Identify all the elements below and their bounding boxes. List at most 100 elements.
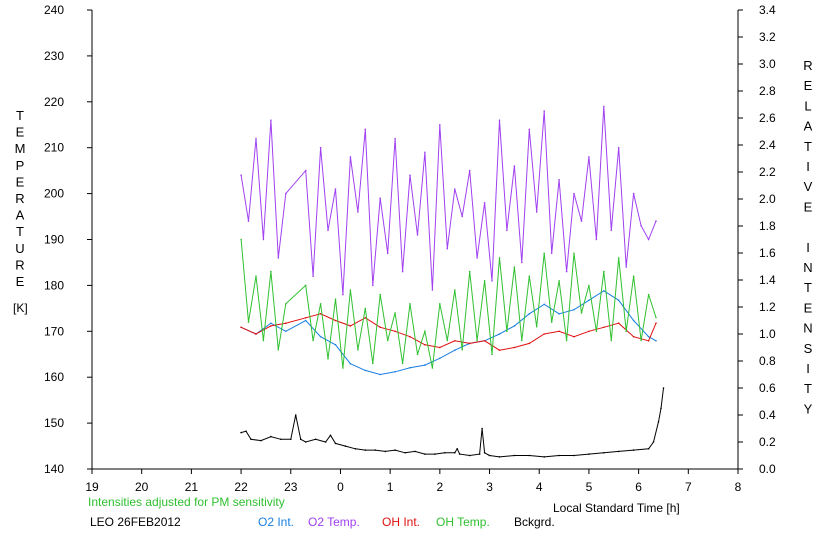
- data-point: [506, 229, 508, 232]
- data-point: [573, 192, 575, 195]
- data-point: [245, 430, 247, 433]
- data-point: [588, 330, 590, 333]
- data-point: [327, 229, 329, 232]
- data-point: [588, 453, 590, 455]
- data-point: [488, 454, 491, 457]
- data-point: [424, 344, 426, 346]
- data-point: [640, 339, 642, 342]
- right-tick-label: 2.0: [759, 192, 776, 206]
- data-point: [424, 364, 426, 366]
- data-point: [285, 322, 287, 325]
- data-point: [364, 307, 367, 310]
- legend: O2 Int. O2 Temp. OH Int. OH Temp. Bckgrd.: [258, 515, 555, 529]
- data-point: [270, 322, 272, 325]
- data-point: [543, 252, 545, 255]
- x-tick-label: 5: [586, 480, 593, 494]
- data-point: [379, 326, 382, 329]
- station-date: LEO 26FEB2012: [90, 515, 181, 529]
- data-point: [394, 312, 396, 314]
- right-tick-label: 2.6: [759, 111, 776, 125]
- right-axis-title-char: L: [804, 98, 811, 113]
- data-point: [319, 146, 322, 149]
- data-point: [431, 289, 434, 291]
- data-point: [617, 146, 620, 149]
- data-point: [640, 224, 642, 227]
- data-point: [483, 202, 486, 204]
- data-point: [632, 192, 635, 195]
- data-point: [379, 293, 382, 296]
- data-point: [461, 215, 464, 218]
- data-point: [409, 174, 411, 176]
- data-point: [446, 247, 449, 250]
- data-point: [304, 319, 307, 322]
- data-point: [424, 330, 426, 333]
- data-point: [454, 188, 456, 190]
- left-tick-label: 160: [44, 370, 64, 384]
- data-point: [468, 169, 471, 172]
- data-point: [344, 445, 347, 447]
- data-point: [625, 266, 627, 268]
- data-point: [394, 449, 396, 451]
- right-tick-label: 3.4: [759, 3, 776, 17]
- data-point: [603, 452, 605, 454]
- data-point: [491, 280, 493, 282]
- data-point: [632, 319, 635, 322]
- data-point: [349, 325, 352, 327]
- data-point: [270, 435, 272, 438]
- data-point: [498, 349, 501, 352]
- data-point: [270, 325, 272, 327]
- data-point: [240, 431, 242, 434]
- left-axis-title-char: A: [16, 208, 25, 223]
- right-axis-title-char: T: [804, 139, 812, 154]
- data-point: [476, 257, 478, 259]
- right-tick-label: 1.2: [759, 300, 776, 314]
- left-axis-unit: [K]: [13, 301, 28, 315]
- data-point: [468, 270, 471, 273]
- data-point: [468, 342, 471, 345]
- data-point: [632, 335, 635, 338]
- x-tick-label: 3: [486, 480, 493, 494]
- data-point: [603, 270, 605, 273]
- right-axis-title-char: E: [804, 199, 813, 214]
- right-axis-title-char: N: [803, 260, 812, 275]
- right-axis-title-char: I: [806, 159, 810, 174]
- data-point: [558, 179, 560, 181]
- data-point: [334, 442, 337, 445]
- right-axis-title-char: T: [804, 381, 812, 396]
- right-axis-title-char: T: [804, 280, 812, 295]
- data-point: [498, 257, 501, 259]
- data-point: [456, 448, 459, 450]
- right-tick-label: 0.2: [759, 435, 776, 449]
- legend-entry: Bckgrd.: [514, 515, 555, 529]
- data-point: [304, 317, 307, 319]
- left-tick-label: 220: [44, 95, 64, 109]
- data-point: [498, 456, 501, 458]
- data-point: [647, 293, 650, 296]
- left-axis-title-char: E: [16, 274, 25, 289]
- right-tick-label: 0.8: [759, 354, 776, 368]
- data-point: [439, 124, 441, 126]
- data-point: [364, 317, 367, 319]
- right-axis-title-char: N: [803, 321, 812, 336]
- data-point: [285, 192, 287, 195]
- data-point: [334, 319, 337, 322]
- data-point: [617, 299, 620, 302]
- data-point: [240, 238, 242, 241]
- data-point: [543, 303, 545, 306]
- left-axis-title-char: E: [16, 174, 25, 189]
- data-point: [384, 450, 387, 453]
- data-point: [304, 284, 307, 287]
- data-point: [660, 407, 662, 410]
- sensitivity-note: Intensities adjusted for PM sensitivity: [88, 495, 285, 509]
- data-point: [478, 453, 481, 455]
- left-axis-title-char: E: [16, 125, 25, 140]
- right-tick-label: 1.0: [759, 327, 776, 341]
- data-point: [625, 330, 627, 333]
- data-point: [255, 333, 257, 335]
- data-point: [324, 441, 327, 443]
- data-point: [655, 316, 657, 319]
- data-point: [374, 449, 377, 451]
- data-point: [483, 280, 486, 282]
- data-point: [543, 456, 545, 458]
- data-point: [595, 238, 598, 241]
